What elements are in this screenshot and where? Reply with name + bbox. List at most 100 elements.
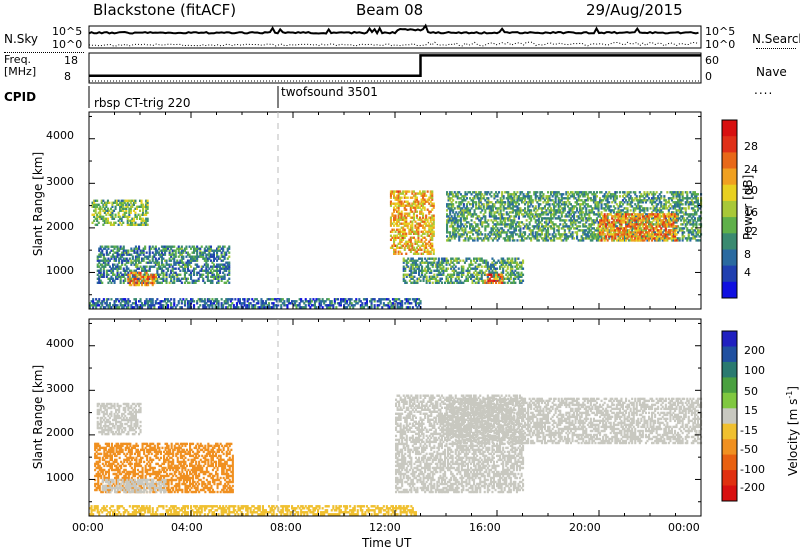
power-cell: [124, 279, 127, 282]
power-cell: [391, 222, 394, 225]
power-cell: [402, 218, 405, 221]
power-cell: [310, 304, 313, 307]
power-cell: [177, 245, 180, 248]
power-cell: [202, 273, 205, 276]
power-cell: [245, 306, 248, 309]
power-cell: [264, 306, 267, 309]
power-cell: [409, 232, 412, 235]
power-cell: [408, 298, 411, 301]
power-cell: [159, 273, 162, 276]
power-cell: [141, 304, 144, 307]
power-cell: [563, 205, 566, 208]
power-cell: [531, 199, 534, 202]
nsky-label: N.Sky: [4, 32, 39, 46]
power-cell: [222, 263, 225, 266]
power-cell: [372, 298, 375, 301]
power-cell: [562, 193, 565, 196]
power-cell: [415, 214, 418, 217]
power-cell: [394, 248, 397, 251]
power-cell: [403, 246, 406, 249]
power-cell: [133, 279, 136, 283]
power-cell: [196, 263, 199, 266]
power-cell: [118, 300, 121, 303]
power-cell: [146, 199, 149, 202]
power-cell: [405, 244, 408, 247]
power-cell: [188, 255, 191, 258]
power-cell: [138, 245, 141, 248]
power-cell: [232, 306, 235, 309]
power-cell: [208, 249, 211, 252]
power-cell: [418, 304, 421, 307]
power-cell: [408, 246, 411, 249]
power-cell: [100, 201, 103, 204]
power-cell: [432, 230, 435, 233]
power-cell: [128, 273, 131, 277]
power-cell: [490, 273, 493, 276]
power-cell: [168, 259, 171, 262]
power-cell: [119, 271, 122, 274]
velocity-cb-tick-100: 100: [744, 364, 765, 377]
power-cell: [154, 261, 157, 264]
power-cell: [108, 302, 111, 305]
power-cell: [176, 247, 179, 250]
power-cell: [106, 207, 109, 210]
power-cell: [191, 255, 194, 258]
power-cell: [173, 263, 176, 266]
power-cell: [212, 275, 215, 278]
power-cell: [164, 273, 167, 276]
power-cell: [332, 304, 335, 307]
power-cell: [140, 201, 143, 204]
power-cell: [111, 209, 114, 212]
power-cell: [124, 257, 127, 260]
power-cell: [151, 259, 154, 262]
power-cell: [522, 279, 525, 282]
power-cell: [111, 215, 114, 218]
power-cell: [134, 207, 137, 210]
power-cell: [119, 221, 122, 224]
power-cell: [122, 273, 125, 276]
power-cell: [453, 207, 456, 210]
power-cell: [105, 298, 108, 301]
power-cell: [148, 281, 151, 284]
power-cell: [165, 306, 168, 309]
power-cell: [498, 191, 501, 194]
power-cell: [275, 300, 278, 303]
power-cell: [205, 271, 208, 274]
power-cell: [134, 247, 137, 250]
power-cell: [226, 279, 229, 282]
power-cell: [485, 269, 488, 272]
power-cell: [399, 228, 402, 231]
power-cell: [403, 196, 406, 199]
power-cell: [214, 257, 217, 260]
power-cell: [191, 251, 194, 254]
power-cell: [165, 275, 168, 278]
power-cell: [135, 205, 138, 208]
power-cell: [252, 304, 255, 307]
power-cell: [145, 279, 148, 283]
power-cell: [153, 247, 156, 250]
power-cell: [200, 300, 203, 303]
power-cell: [214, 249, 217, 252]
power-cell: [205, 275, 208, 278]
power-cell: [134, 271, 137, 275]
power-cell: [295, 306, 298, 309]
power-cell: [287, 298, 290, 301]
power-cell: [393, 208, 396, 211]
power-cell: [231, 302, 234, 305]
power-cell: [510, 215, 513, 218]
power-cell: [411, 192, 414, 195]
power-cell: [139, 298, 142, 301]
power-cell: [148, 277, 151, 280]
power-cell: [193, 247, 196, 250]
power-cell: [376, 306, 379, 309]
velocity-cb-tick-m100: -100: [740, 463, 765, 476]
power-cell: [92, 306, 95, 309]
power-cell: [122, 215, 125, 218]
power-cell: [134, 269, 137, 272]
nave-label: Nave: [756, 65, 787, 79]
power-cell: [120, 199, 123, 202]
power-cell: [254, 298, 257, 301]
power-cell: [123, 199, 126, 202]
freq-tick-top: 18: [64, 54, 78, 67]
power-cell: [199, 304, 202, 307]
